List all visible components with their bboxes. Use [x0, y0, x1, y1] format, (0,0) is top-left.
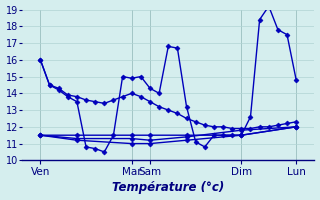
X-axis label: Température (°c): Température (°c): [112, 181, 224, 194]
